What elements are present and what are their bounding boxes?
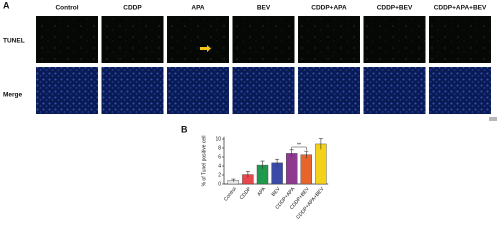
column-header: CDDP+APA [311,5,347,12]
bar [300,154,312,185]
tunel-image [167,16,229,63]
column-header: CDDP+BEV [377,5,413,12]
error-bar [231,178,236,182]
image-grid [36,16,491,114]
row-label: Merge [3,92,23,99]
y-tick-label: 0 [218,181,221,187]
x-tick-label: CDDP [239,186,253,201]
row-label: TUNEL [3,38,25,45]
y-tick-label: 10 [215,136,221,142]
merge-image [363,67,426,114]
merge-image [298,67,360,114]
tunel-image [429,16,491,63]
column-header: APA [191,5,205,12]
column-header: BEV [257,5,271,12]
tunel-image [298,16,360,63]
bar [315,143,327,185]
error-bar [318,138,323,150]
error-bar [304,150,309,159]
error-bar [275,158,280,167]
significance-bracket [291,146,307,150]
x-tick-label: CDDP+APA+BEV [295,186,326,221]
panel-label: B [181,124,188,134]
x-tick-label: APA [256,186,267,198]
tunel-image [363,16,426,63]
tunel-image [232,16,295,63]
merge-image [232,67,295,114]
tunel-image [101,16,164,63]
y-tick-label: 2 [218,172,221,178]
y-tick-label: 6 [218,154,221,160]
y-tick-label: 4 [218,163,221,169]
merge-image [36,67,98,114]
error-bar [260,160,265,170]
bar [286,153,298,185]
column-header: CDDP [123,5,142,12]
merge-image [167,67,229,114]
merge-image [101,67,164,114]
merge-image [429,67,491,114]
annotation: ** [297,142,301,148]
column-header: CDDP+APA+BEV [434,5,487,12]
x-tick-label: BEV [271,186,282,198]
y-axis-label: % of Tunel positive cell [201,136,207,187]
y-tick-label: 8 [218,145,221,151]
column-header: Control [55,5,78,12]
error-bar [245,171,250,178]
panel-label: A [3,0,10,10]
tunel-image [36,16,98,63]
arrow [200,45,211,52]
x-tick-label: Control [223,186,238,202]
